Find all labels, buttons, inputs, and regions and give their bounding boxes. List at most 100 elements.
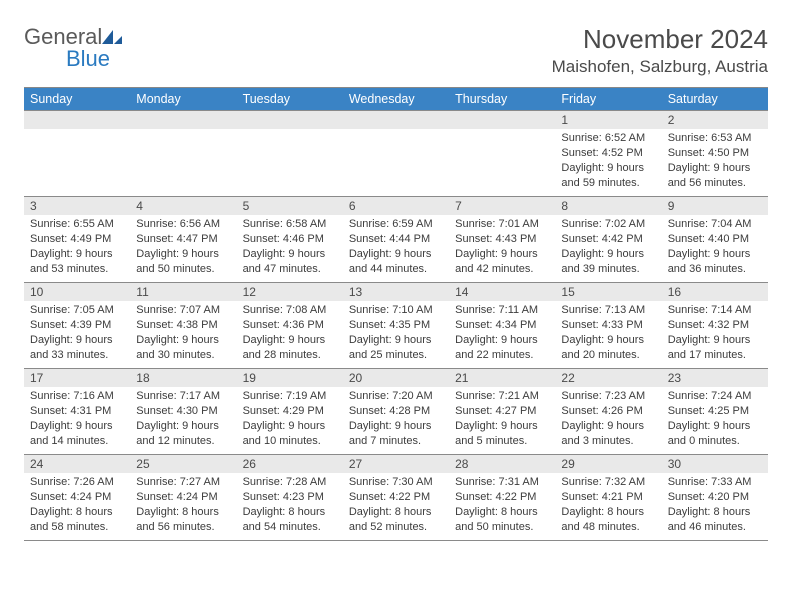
weekday-header: Wednesday	[343, 88, 449, 111]
calendar-day-cell: 11Sunrise: 7:07 AMSunset: 4:38 PMDayligh…	[130, 283, 236, 369]
header: General Blue November 2024 Maishofen, Sa…	[24, 24, 768, 77]
calendar-day-cell: 6Sunrise: 6:59 AMSunset: 4:44 PMDaylight…	[343, 197, 449, 283]
month-title: November 2024	[552, 24, 768, 55]
day-info: Sunrise: 7:01 AMSunset: 4:43 PMDaylight:…	[449, 215, 555, 280]
day-number: 15	[555, 283, 661, 301]
day-number: 19	[237, 369, 343, 387]
calendar-day-cell: 9Sunrise: 7:04 AMSunset: 4:40 PMDaylight…	[662, 197, 768, 283]
day-number: 25	[130, 455, 236, 473]
day-number: 16	[662, 283, 768, 301]
day-info: Sunrise: 7:10 AMSunset: 4:35 PMDaylight:…	[343, 301, 449, 366]
day-info: Sunrise: 7:19 AMSunset: 4:29 PMDaylight:…	[237, 387, 343, 452]
day-info: Sunrise: 7:04 AMSunset: 4:40 PMDaylight:…	[662, 215, 768, 280]
day-number-empty	[130, 111, 236, 129]
day-number: 5	[237, 197, 343, 215]
day-info: Sunrise: 6:56 AMSunset: 4:47 PMDaylight:…	[130, 215, 236, 280]
day-info: Sunrise: 6:55 AMSunset: 4:49 PMDaylight:…	[24, 215, 130, 280]
calendar-week-row: 3Sunrise: 6:55 AMSunset: 4:49 PMDaylight…	[24, 197, 768, 283]
calendar-day-cell: 12Sunrise: 7:08 AMSunset: 4:36 PMDayligh…	[237, 283, 343, 369]
sail-icon	[102, 30, 122, 44]
calendar-day-cell: 13Sunrise: 7:10 AMSunset: 4:35 PMDayligh…	[343, 283, 449, 369]
day-number: 12	[237, 283, 343, 301]
weekday-header: Thursday	[449, 88, 555, 111]
calendar-day-cell: 27Sunrise: 7:30 AMSunset: 4:22 PMDayligh…	[343, 455, 449, 541]
day-info: Sunrise: 7:07 AMSunset: 4:38 PMDaylight:…	[130, 301, 236, 366]
day-info: Sunrise: 6:52 AMSunset: 4:52 PMDaylight:…	[555, 129, 661, 194]
day-number: 13	[343, 283, 449, 301]
day-number: 21	[449, 369, 555, 387]
calendar-day-cell: 3Sunrise: 6:55 AMSunset: 4:49 PMDaylight…	[24, 197, 130, 283]
day-number: 7	[449, 197, 555, 215]
day-info: Sunrise: 6:59 AMSunset: 4:44 PMDaylight:…	[343, 215, 449, 280]
calendar-day-cell: 14Sunrise: 7:11 AMSunset: 4:34 PMDayligh…	[449, 283, 555, 369]
day-info: Sunrise: 7:17 AMSunset: 4:30 PMDaylight:…	[130, 387, 236, 452]
calendar-week-row: 1Sunrise: 6:52 AMSunset: 4:52 PMDaylight…	[24, 111, 768, 197]
calendar-day-cell: 1Sunrise: 6:52 AMSunset: 4:52 PMDaylight…	[555, 111, 661, 197]
day-number: 27	[343, 455, 449, 473]
day-number-empty	[343, 111, 449, 129]
calendar-day-cell: 17Sunrise: 7:16 AMSunset: 4:31 PMDayligh…	[24, 369, 130, 455]
calendar-day-cell: 15Sunrise: 7:13 AMSunset: 4:33 PMDayligh…	[555, 283, 661, 369]
day-number: 4	[130, 197, 236, 215]
calendar-day-cell	[237, 111, 343, 197]
calendar-day-cell	[449, 111, 555, 197]
day-number-empty	[24, 111, 130, 129]
calendar-day-cell: 4Sunrise: 6:56 AMSunset: 4:47 PMDaylight…	[130, 197, 236, 283]
day-number: 17	[24, 369, 130, 387]
day-info: Sunrise: 7:11 AMSunset: 4:34 PMDaylight:…	[449, 301, 555, 366]
day-info: Sunrise: 6:58 AMSunset: 4:46 PMDaylight:…	[237, 215, 343, 280]
day-info: Sunrise: 7:32 AMSunset: 4:21 PMDaylight:…	[555, 473, 661, 538]
calendar-week-row: 10Sunrise: 7:05 AMSunset: 4:39 PMDayligh…	[24, 283, 768, 369]
calendar-day-cell: 18Sunrise: 7:17 AMSunset: 4:30 PMDayligh…	[130, 369, 236, 455]
day-info: Sunrise: 7:02 AMSunset: 4:42 PMDaylight:…	[555, 215, 661, 280]
calendar-day-cell: 20Sunrise: 7:20 AMSunset: 4:28 PMDayligh…	[343, 369, 449, 455]
day-number: 8	[555, 197, 661, 215]
day-info: Sunrise: 7:21 AMSunset: 4:27 PMDaylight:…	[449, 387, 555, 452]
calendar-day-cell	[343, 111, 449, 197]
day-info: Sunrise: 7:05 AMSunset: 4:39 PMDaylight:…	[24, 301, 130, 366]
calendar-day-cell: 28Sunrise: 7:31 AMSunset: 4:22 PMDayligh…	[449, 455, 555, 541]
day-info: Sunrise: 7:26 AMSunset: 4:24 PMDaylight:…	[24, 473, 130, 538]
day-number: 30	[662, 455, 768, 473]
calendar-day-cell: 22Sunrise: 7:23 AMSunset: 4:26 PMDayligh…	[555, 369, 661, 455]
day-number: 18	[130, 369, 236, 387]
calendar-day-cell: 2Sunrise: 6:53 AMSunset: 4:50 PMDaylight…	[662, 111, 768, 197]
calendar-day-cell: 29Sunrise: 7:32 AMSunset: 4:21 PMDayligh…	[555, 455, 661, 541]
day-number: 9	[662, 197, 768, 215]
calendar-day-cell: 21Sunrise: 7:21 AMSunset: 4:27 PMDayligh…	[449, 369, 555, 455]
day-number: 10	[24, 283, 130, 301]
day-info: Sunrise: 7:13 AMSunset: 4:33 PMDaylight:…	[555, 301, 661, 366]
calendar-table: SundayMondayTuesdayWednesdayThursdayFrid…	[24, 87, 768, 541]
calendar-day-cell: 10Sunrise: 7:05 AMSunset: 4:39 PMDayligh…	[24, 283, 130, 369]
day-info: Sunrise: 7:20 AMSunset: 4:28 PMDaylight:…	[343, 387, 449, 452]
calendar-day-cell	[24, 111, 130, 197]
day-info: Sunrise: 7:27 AMSunset: 4:24 PMDaylight:…	[130, 473, 236, 538]
calendar-day-cell: 8Sunrise: 7:02 AMSunset: 4:42 PMDaylight…	[555, 197, 661, 283]
day-number: 2	[662, 111, 768, 129]
day-info: Sunrise: 7:16 AMSunset: 4:31 PMDaylight:…	[24, 387, 130, 452]
day-number: 14	[449, 283, 555, 301]
day-info: Sunrise: 7:08 AMSunset: 4:36 PMDaylight:…	[237, 301, 343, 366]
day-number: 28	[449, 455, 555, 473]
calendar-week-row: 17Sunrise: 7:16 AMSunset: 4:31 PMDayligh…	[24, 369, 768, 455]
day-number-empty	[237, 111, 343, 129]
calendar-day-cell: 25Sunrise: 7:27 AMSunset: 4:24 PMDayligh…	[130, 455, 236, 541]
title-block: November 2024 Maishofen, Salzburg, Austr…	[552, 24, 768, 77]
calendar-day-cell: 7Sunrise: 7:01 AMSunset: 4:43 PMDaylight…	[449, 197, 555, 283]
day-number: 6	[343, 197, 449, 215]
calendar-day-cell: 19Sunrise: 7:19 AMSunset: 4:29 PMDayligh…	[237, 369, 343, 455]
logo-text-blue: Blue	[66, 46, 110, 72]
calendar-day-cell	[130, 111, 236, 197]
weekday-header: Friday	[555, 88, 661, 111]
day-info: Sunrise: 7:33 AMSunset: 4:20 PMDaylight:…	[662, 473, 768, 538]
day-info: Sunrise: 7:24 AMSunset: 4:25 PMDaylight:…	[662, 387, 768, 452]
calendar-day-cell: 30Sunrise: 7:33 AMSunset: 4:20 PMDayligh…	[662, 455, 768, 541]
day-info: Sunrise: 7:14 AMSunset: 4:32 PMDaylight:…	[662, 301, 768, 366]
weekday-header: Monday	[130, 88, 236, 111]
weekday-header: Saturday	[662, 88, 768, 111]
day-number: 3	[24, 197, 130, 215]
weekday-header-row: SundayMondayTuesdayWednesdayThursdayFrid…	[24, 88, 768, 111]
day-info: Sunrise: 7:23 AMSunset: 4:26 PMDaylight:…	[555, 387, 661, 452]
day-info: Sunrise: 6:53 AMSunset: 4:50 PMDaylight:…	[662, 129, 768, 194]
calendar-day-cell: 5Sunrise: 6:58 AMSunset: 4:46 PMDaylight…	[237, 197, 343, 283]
